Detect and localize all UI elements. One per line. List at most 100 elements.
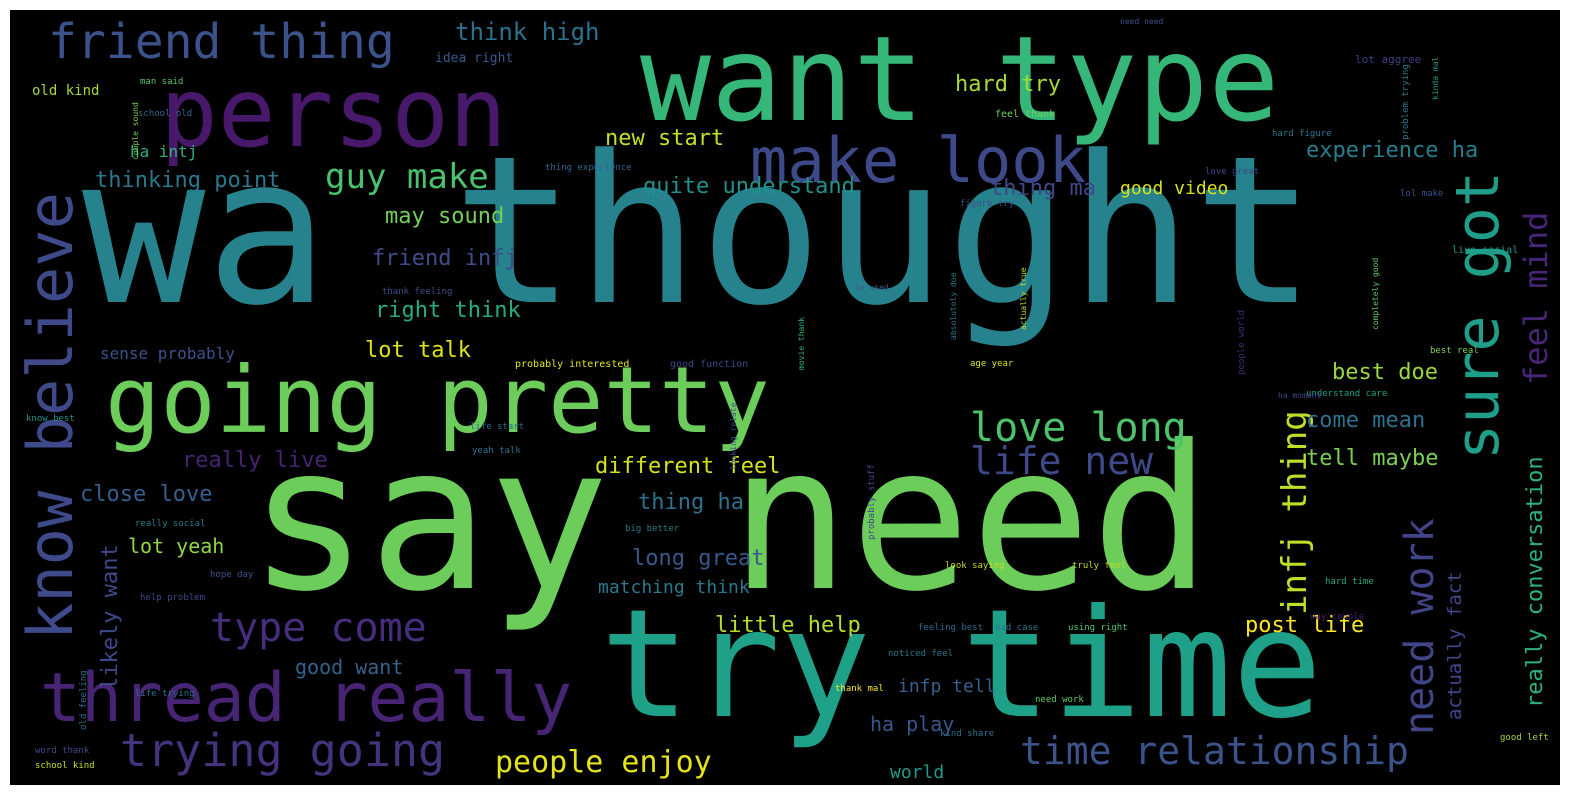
word: come mean xyxy=(1306,408,1426,433)
word: thing ma xyxy=(990,176,1096,201)
word: lot talk xyxy=(365,338,471,363)
word: noticed feel xyxy=(888,649,954,659)
word: type come xyxy=(210,605,427,651)
word: feel mind xyxy=(1517,211,1555,385)
word: understand care xyxy=(1306,389,1388,399)
word: really conversation xyxy=(1523,456,1548,708)
word: need work xyxy=(1397,518,1443,735)
word: help problem xyxy=(140,593,206,603)
word: post life xyxy=(1245,613,1365,638)
word: kinda mal xyxy=(1431,56,1440,100)
word: good left xyxy=(1500,733,1549,743)
word: ha play xyxy=(870,712,955,736)
word: feel thank xyxy=(995,109,1056,120)
word: kind share xyxy=(940,729,995,739)
word: lol make xyxy=(1400,189,1444,199)
word: looking relate xyxy=(729,402,738,470)
word: best real xyxy=(1430,346,1479,356)
word: life start xyxy=(470,422,525,432)
word: may sound xyxy=(385,204,505,229)
word: going pretty xyxy=(105,347,770,454)
word: know best xyxy=(26,414,75,424)
word: thank mal xyxy=(835,684,884,694)
word: friend thing xyxy=(48,14,395,70)
word: really live xyxy=(182,448,328,473)
word: thank feeling xyxy=(382,287,453,297)
word: ha moment xyxy=(1278,391,1322,400)
word: lot yeah xyxy=(128,534,225,558)
word: life trying xyxy=(135,689,195,699)
word: little help xyxy=(715,613,861,638)
word: absolutely doe xyxy=(949,272,958,340)
word: school old xyxy=(138,109,193,119)
word: couple sound xyxy=(131,102,140,160)
word: lot aggree xyxy=(1355,53,1422,66)
word: ie used xyxy=(855,283,889,292)
word: big better xyxy=(625,524,680,534)
word: best doe xyxy=(1332,360,1438,385)
word: hope day xyxy=(210,570,254,580)
word: man said xyxy=(140,77,184,87)
word-cloud: wa thought say need try time want type p… xyxy=(10,10,1560,785)
word: problem trying xyxy=(1401,64,1411,140)
word: people enjoy xyxy=(495,745,712,780)
word: actually fact xyxy=(1444,571,1466,720)
word: probably interested xyxy=(515,359,630,370)
word: make look xyxy=(750,124,1086,197)
word: love long xyxy=(970,405,1187,451)
word: guy make xyxy=(325,157,489,197)
word: probably stuff xyxy=(867,464,877,540)
word: friend infj xyxy=(372,246,518,271)
word: tell maybe xyxy=(1306,446,1439,471)
word: actually true xyxy=(1019,267,1028,330)
word: using right xyxy=(1068,623,1128,633)
word: idea right xyxy=(435,51,514,66)
word: new start xyxy=(605,126,725,151)
word: movie thank xyxy=(797,317,806,370)
word: close love xyxy=(80,482,213,507)
word: old feeling xyxy=(79,670,89,730)
word: world xyxy=(890,762,945,783)
word: right think xyxy=(375,298,521,323)
word: hard figure xyxy=(1272,129,1332,139)
word: think high xyxy=(455,18,600,46)
word: hard time xyxy=(1325,577,1374,587)
word: ha intj xyxy=(130,142,198,161)
word: sense probably xyxy=(100,344,235,363)
word: experience ha xyxy=(1306,138,1479,163)
word: infj thing xyxy=(1275,410,1315,615)
word: good video xyxy=(1120,178,1229,199)
word: good want xyxy=(295,655,404,679)
word: word thank xyxy=(35,746,90,756)
word: time relationship xyxy=(1020,729,1409,773)
word: truly feel xyxy=(1072,561,1127,571)
word: need need xyxy=(1120,17,1164,26)
word: really social xyxy=(135,519,206,529)
word: good function xyxy=(670,359,749,370)
word: thinking point xyxy=(95,168,281,193)
word: thing ha xyxy=(638,490,744,515)
word: school kind xyxy=(35,761,95,771)
word: long great xyxy=(632,546,765,571)
word: thread really xyxy=(40,659,573,738)
word: likely want xyxy=(98,544,123,690)
word: old kind xyxy=(32,83,100,99)
word: bad case xyxy=(995,623,1039,633)
word: different feel xyxy=(595,454,781,479)
word: need work xyxy=(1035,695,1084,705)
word: person xyxy=(160,57,507,169)
word: people world xyxy=(1237,309,1247,375)
word: sure got xyxy=(1443,171,1513,460)
word: way couple xyxy=(1310,612,1365,622)
word: yeah talk xyxy=(472,446,521,456)
word: figure try xyxy=(960,199,1015,209)
word: trying going xyxy=(120,724,446,777)
word: matching think xyxy=(598,577,750,598)
word: thing experience xyxy=(545,163,632,173)
word: try time xyxy=(600,578,1323,752)
word: wa thought xyxy=(82,113,1317,351)
word: want type xyxy=(640,10,1280,148)
word: completely good xyxy=(1371,257,1380,330)
word: hard try xyxy=(955,72,1061,97)
word: love great xyxy=(1205,167,1260,177)
